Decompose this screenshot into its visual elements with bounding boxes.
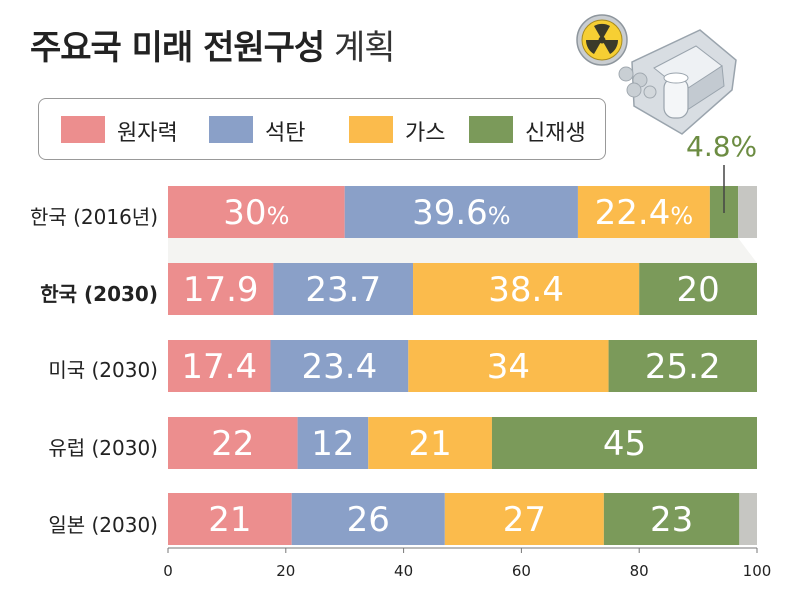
data-label: 23 — [650, 500, 693, 540]
legend-label-nuclear: 원자력 — [117, 121, 178, 146]
data-label: 23.7 — [305, 270, 381, 310]
legend-swatch-renewable — [469, 116, 513, 143]
data-label: 20 — [676, 270, 719, 310]
x-tick-label: 20 — [276, 562, 295, 580]
data-label: 34 — [487, 347, 530, 387]
legend-label-renewable: 신재생 — [525, 121, 586, 146]
bar-segment-coal — [344, 186, 578, 238]
bar-segment-coal — [273, 263, 414, 315]
bar-segment-gas — [444, 493, 604, 545]
data-label: 25.2 — [645, 347, 721, 387]
renewable-annotation: 4.8% — [686, 130, 758, 163]
bar-segment-other — [738, 186, 757, 238]
bar-segment-nuclear — [168, 493, 292, 545]
bar-segment-renewable — [491, 417, 757, 469]
legend-label-coal: 석탄 — [265, 121, 306, 146]
data-label: 17.4 — [181, 347, 257, 387]
data-label: 21 — [208, 500, 251, 540]
bar-segment-gas — [408, 340, 609, 392]
connector-band — [168, 238, 757, 263]
legend: 원자력 석탄 가스 신재생 — [38, 98, 606, 160]
legend-swatch-nuclear — [61, 116, 105, 143]
x-tick-label: 100 — [743, 562, 772, 580]
bar-segment-nuclear — [168, 186, 345, 238]
data-label: 27 — [503, 500, 546, 540]
data-label: 22 — [211, 424, 254, 464]
x-tick-label: 0 — [163, 562, 173, 580]
bar-segment-renewable — [603, 493, 740, 545]
bar-segment-coal — [291, 493, 445, 545]
row-label: 일본 (2030) — [48, 513, 158, 537]
data-label: 26 — [347, 500, 390, 540]
title-main: 주요국 미래 전원구성 — [30, 28, 325, 68]
bar-segment-gas — [413, 263, 640, 315]
data-label: 23.4 — [302, 347, 378, 387]
legend-swatch-coal — [209, 116, 253, 143]
bar-segment-coal — [297, 417, 369, 469]
x-tick-label: 40 — [394, 562, 413, 580]
data-label: 38.4 — [488, 270, 564, 310]
title-sub: 계획 — [334, 28, 396, 68]
row-label: 미국 (2030) — [48, 358, 158, 382]
data-label: 17.9 — [183, 270, 259, 310]
bar-segment-renewable — [608, 340, 757, 392]
data-label: 45 — [603, 424, 646, 464]
bar-segment-nuclear — [168, 263, 274, 315]
row-label: 한국 (2016년) — [29, 205, 158, 229]
bar-segment-nuclear — [168, 340, 271, 392]
x-tick-label: 60 — [512, 562, 531, 580]
chart-title: 주요국 미래 전원구성 계획 — [30, 20, 396, 69]
legend-label-gas: 가스 — [405, 121, 446, 146]
legend-swatch-gas — [349, 116, 393, 143]
bar-segment-gas — [368, 417, 492, 469]
bar-segment-coal — [270, 340, 409, 392]
nuclear-plant-icon — [576, 14, 737, 135]
row-label: 한국 (2030) — [40, 282, 158, 306]
bar-segment-gas — [577, 186, 710, 238]
row-label: 유럽 (2030) — [48, 436, 158, 460]
data-label: 12 — [311, 424, 354, 464]
bar-segment-renewable — [639, 263, 757, 315]
x-tick-label: 80 — [630, 562, 649, 580]
bar-segment-other — [739, 493, 757, 545]
bar-segment-nuclear — [168, 417, 298, 469]
data-label: 21 — [408, 424, 451, 464]
